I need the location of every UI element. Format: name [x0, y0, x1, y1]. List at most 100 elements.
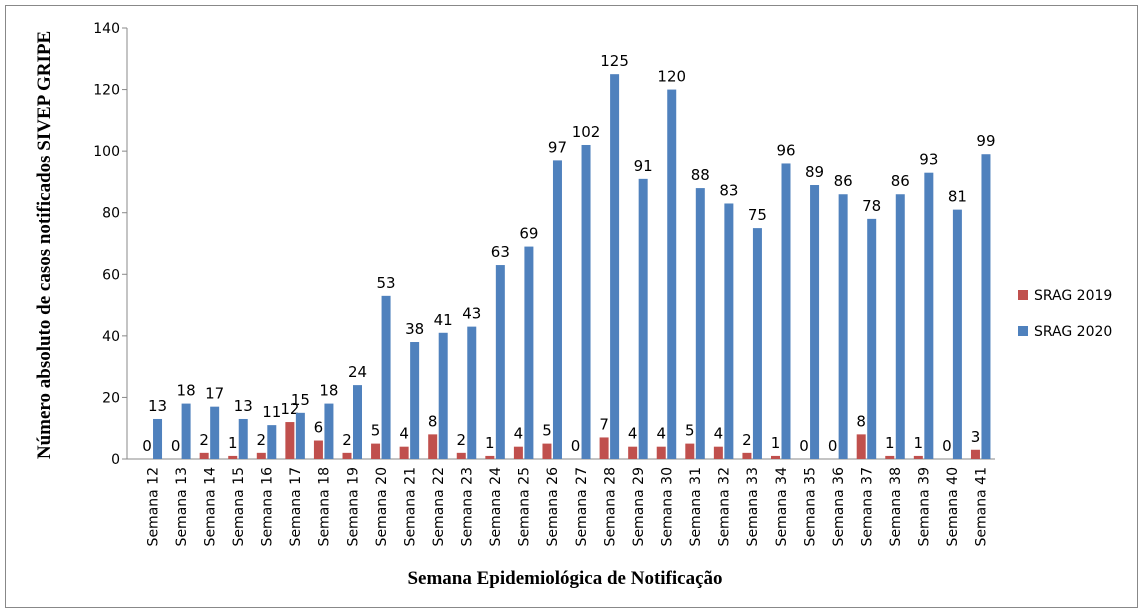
data-label: 2	[456, 431, 466, 449]
data-label: 8	[428, 412, 438, 430]
bar	[353, 385, 362, 459]
bar	[752, 228, 762, 459]
y-tick-label: 60	[102, 267, 120, 283]
bar	[638, 178, 648, 459]
data-label: 0	[142, 437, 152, 455]
data-label: 1	[228, 434, 238, 452]
x-tick-label: Semana 23	[460, 467, 476, 546]
x-tick-label: Semana 13	[174, 467, 190, 546]
x-tick-label: Semana 30	[659, 467, 675, 546]
legend-swatch	[1018, 290, 1028, 300]
data-label: 86	[834, 172, 853, 190]
bar	[295, 412, 305, 459]
x-tick-label: Semana 41	[974, 467, 990, 546]
bar	[267, 425, 277, 459]
bar	[810, 185, 820, 459]
bar	[438, 332, 448, 459]
data-label: 1	[485, 434, 495, 452]
data-label: 8	[856, 412, 866, 430]
bar	[771, 455, 780, 459]
data-label: 24	[348, 363, 367, 381]
bar	[428, 434, 438, 459]
data-label: 63	[491, 243, 510, 261]
data-label: 18	[319, 382, 338, 400]
x-tick-label: Semana 22	[431, 467, 447, 546]
bar	[410, 342, 420, 459]
bar	[199, 452, 209, 459]
bar	[238, 418, 248, 459]
data-label: 83	[719, 181, 738, 199]
data-label: 2	[257, 431, 267, 449]
bar	[599, 437, 609, 459]
legend-label: SRAG 2019	[1034, 288, 1112, 304]
x-tick-label: Semana 37	[859, 467, 875, 546]
bar	[924, 172, 934, 459]
data-label: 2	[199, 431, 209, 449]
bar	[838, 194, 848, 459]
data-label: 1	[771, 434, 781, 452]
x-tick-label: Semana 24	[488, 467, 504, 547]
bar	[285, 422, 295, 459]
data-label: 0	[799, 437, 809, 455]
bar	[513, 446, 523, 459]
bar	[981, 154, 991, 459]
bar	[656, 446, 666, 459]
x-tick-label: Semana 16	[260, 467, 276, 547]
bar	[610, 74, 620, 459]
data-label: 13	[148, 397, 167, 415]
bar	[485, 455, 495, 459]
bar	[399, 446, 409, 459]
data-label: 1	[914, 434, 924, 452]
data-label: 4	[656, 425, 666, 443]
data-label: 3	[971, 428, 981, 446]
data-label: 4	[514, 425, 524, 443]
bar	[695, 188, 705, 460]
data-label: 0	[828, 437, 838, 455]
bar	[781, 163, 791, 459]
x-tick-label: Semana 40	[945, 467, 961, 546]
bar	[952, 209, 962, 459]
y-tick-label: 40	[102, 329, 120, 345]
x-tick-label: Semana 12	[145, 467, 161, 546]
x-tick-label: Semana 14	[202, 467, 218, 547]
x-tick-label: Semana 20	[374, 467, 390, 546]
data-label: 11	[262, 403, 281, 421]
y-tick-label: 0	[111, 452, 120, 468]
bar	[685, 443, 695, 459]
x-tick-label: Semana 28	[602, 467, 618, 546]
data-label: 96	[776, 141, 795, 159]
x-tick-label: Semana 26	[545, 467, 561, 547]
data-label: 0	[171, 437, 181, 455]
data-label: 1	[885, 434, 895, 452]
x-tick-label: Semana 39	[917, 467, 933, 546]
data-label: 38	[405, 320, 424, 338]
x-tick-label: Semana 33	[745, 467, 761, 546]
x-axis-title: Semana Epidemiológica de Notificação	[407, 568, 723, 589]
bar	[667, 89, 677, 460]
data-label: 4	[628, 425, 638, 443]
data-label: 5	[371, 422, 381, 440]
y-tick-label: 80	[102, 206, 120, 222]
data-label: 13	[234, 397, 253, 415]
bar	[552, 160, 562, 459]
bar	[153, 418, 163, 459]
bar	[324, 403, 334, 459]
data-label: 41	[434, 311, 453, 329]
x-tick-label: Semana 25	[517, 467, 533, 546]
bar	[181, 403, 191, 459]
data-label: 89	[805, 163, 824, 181]
bar	[313, 440, 323, 459]
data-label: 53	[377, 274, 396, 292]
x-tick-label: Semana 35	[802, 467, 818, 546]
bar	[371, 443, 381, 459]
x-tick-label: Semana 19	[345, 467, 361, 546]
bar	[724, 203, 734, 459]
bar	[381, 295, 391, 459]
bar	[581, 144, 591, 459]
data-label: 0	[571, 437, 581, 455]
bar	[895, 194, 905, 459]
x-tick-label: Semana 36	[831, 467, 847, 547]
y-tick-label: 100	[93, 144, 120, 160]
data-label: 43	[462, 305, 481, 323]
